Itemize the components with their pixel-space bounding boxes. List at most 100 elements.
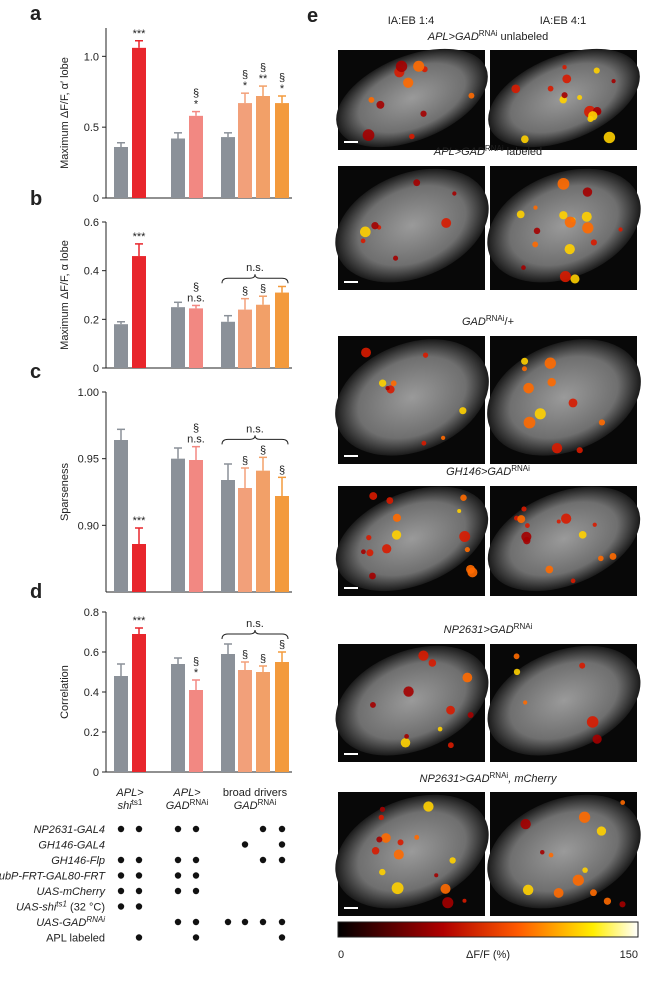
significance-label: *** — [133, 515, 147, 527]
y-tick-label: 0.4 — [84, 266, 99, 278]
y-tick-label: 0.6 — [84, 647, 99, 659]
response-spot — [593, 67, 600, 74]
bar — [132, 544, 146, 592]
row-title: APL>GADRNAi labeled — [433, 144, 542, 158]
bar — [256, 470, 270, 592]
calcium-image — [335, 792, 489, 916]
genotype-dot — [174, 856, 182, 864]
bar — [114, 676, 128, 772]
calcium-image — [487, 166, 641, 290]
significance-label: § — [242, 649, 248, 661]
response-spot — [378, 379, 387, 387]
response-spot — [570, 274, 580, 284]
response-spot — [534, 408, 546, 420]
group-label: APL> — [115, 787, 144, 799]
row-title-main: GH146>GAD — [446, 466, 511, 478]
group-label-sup: RNAi — [190, 798, 209, 807]
response-spot — [547, 378, 556, 387]
bar — [275, 103, 289, 198]
row-title-main: APL>GAD — [433, 146, 485, 158]
genotype-dot — [174, 918, 182, 926]
response-spot — [562, 65, 567, 70]
response-spot — [603, 131, 616, 144]
response-spot — [369, 701, 376, 708]
response-spot — [590, 889, 597, 897]
genotype-dot — [278, 841, 286, 848]
response-spot — [378, 814, 384, 821]
response-spot — [371, 847, 380, 855]
response-spot — [559, 271, 571, 283]
response-spot — [582, 867, 588, 873]
significance-label: *** — [133, 231, 147, 243]
bar — [132, 47, 146, 199]
bracket — [221, 274, 289, 284]
significance-label: § — [279, 639, 285, 651]
response-spot — [618, 227, 623, 232]
significance-label: n.s. — [187, 292, 205, 304]
response-spot — [459, 407, 467, 415]
genotype-dot — [192, 918, 200, 926]
genotype-name: GH146-Flp — [51, 855, 105, 867]
response-spot — [376, 836, 383, 843]
response-spot — [434, 873, 439, 878]
response-spot — [460, 494, 467, 501]
bar — [256, 96, 270, 198]
response-spot — [561, 92, 568, 99]
bar — [238, 309, 252, 368]
bar — [256, 304, 270, 368]
response-spot — [581, 211, 592, 222]
genotype-dot — [224, 918, 232, 926]
genotype-post: (32 °C) — [67, 902, 105, 914]
response-spot — [359, 226, 371, 238]
tissue — [335, 645, 489, 756]
row-title-sup: RNAi — [486, 314, 505, 323]
tissue — [487, 645, 641, 756]
response-spot — [413, 179, 421, 187]
y-axis-label: Maximum ΔF/F, α lobe — [59, 240, 71, 350]
response-spot — [620, 800, 626, 805]
colorbar — [337, 921, 639, 938]
group-label-main: GAD — [234, 800, 258, 812]
calcium-image — [335, 166, 489, 290]
y-tick-label: 0 — [93, 193, 99, 205]
genotype-dot — [135, 825, 143, 833]
genotype-dot — [135, 934, 143, 941]
genotype-sup: ts1 — [56, 900, 67, 909]
bracket — [221, 435, 289, 445]
response-spot — [582, 222, 594, 234]
response-spot — [437, 726, 443, 732]
genotype-dot — [117, 872, 125, 879]
response-spot — [588, 111, 598, 121]
calcium-image — [487, 486, 641, 596]
row-title-sup: RNAi — [479, 29, 498, 38]
genotype-dot — [192, 825, 200, 833]
response-spot — [611, 79, 616, 84]
response-spot — [545, 565, 554, 574]
colorbar-max: 150 — [620, 949, 638, 961]
response-spot — [517, 515, 526, 524]
response-spot — [393, 255, 399, 261]
significance-label: § — [193, 656, 199, 668]
y-tick-label: 0 — [93, 767, 99, 779]
genotype-name: tubP-FRT-GAL80-FRT — [0, 871, 106, 883]
y-tick-label: 0.95 — [78, 454, 99, 466]
genotype-name: UAS-shi — [16, 902, 57, 914]
bar — [189, 115, 203, 198]
significance-label: *** — [133, 28, 147, 40]
bar — [171, 664, 185, 772]
response-spot — [547, 85, 554, 92]
y-tick-label: 0.6 — [84, 217, 99, 229]
response-spot — [521, 265, 526, 270]
response-spot — [386, 497, 394, 504]
response-spot — [511, 84, 521, 94]
tissue — [335, 168, 489, 283]
group-label: APL> — [172, 787, 201, 799]
response-spot — [423, 801, 434, 812]
tissue — [335, 794, 489, 909]
y-tick-label: 0 — [93, 363, 99, 375]
response-spot — [441, 435, 446, 441]
row-title: NP2631>GADRNAi — [444, 622, 533, 636]
y-tick-label: 0.5 — [84, 122, 99, 134]
panel-letter: b — [30, 188, 42, 210]
response-spot — [540, 849, 545, 855]
